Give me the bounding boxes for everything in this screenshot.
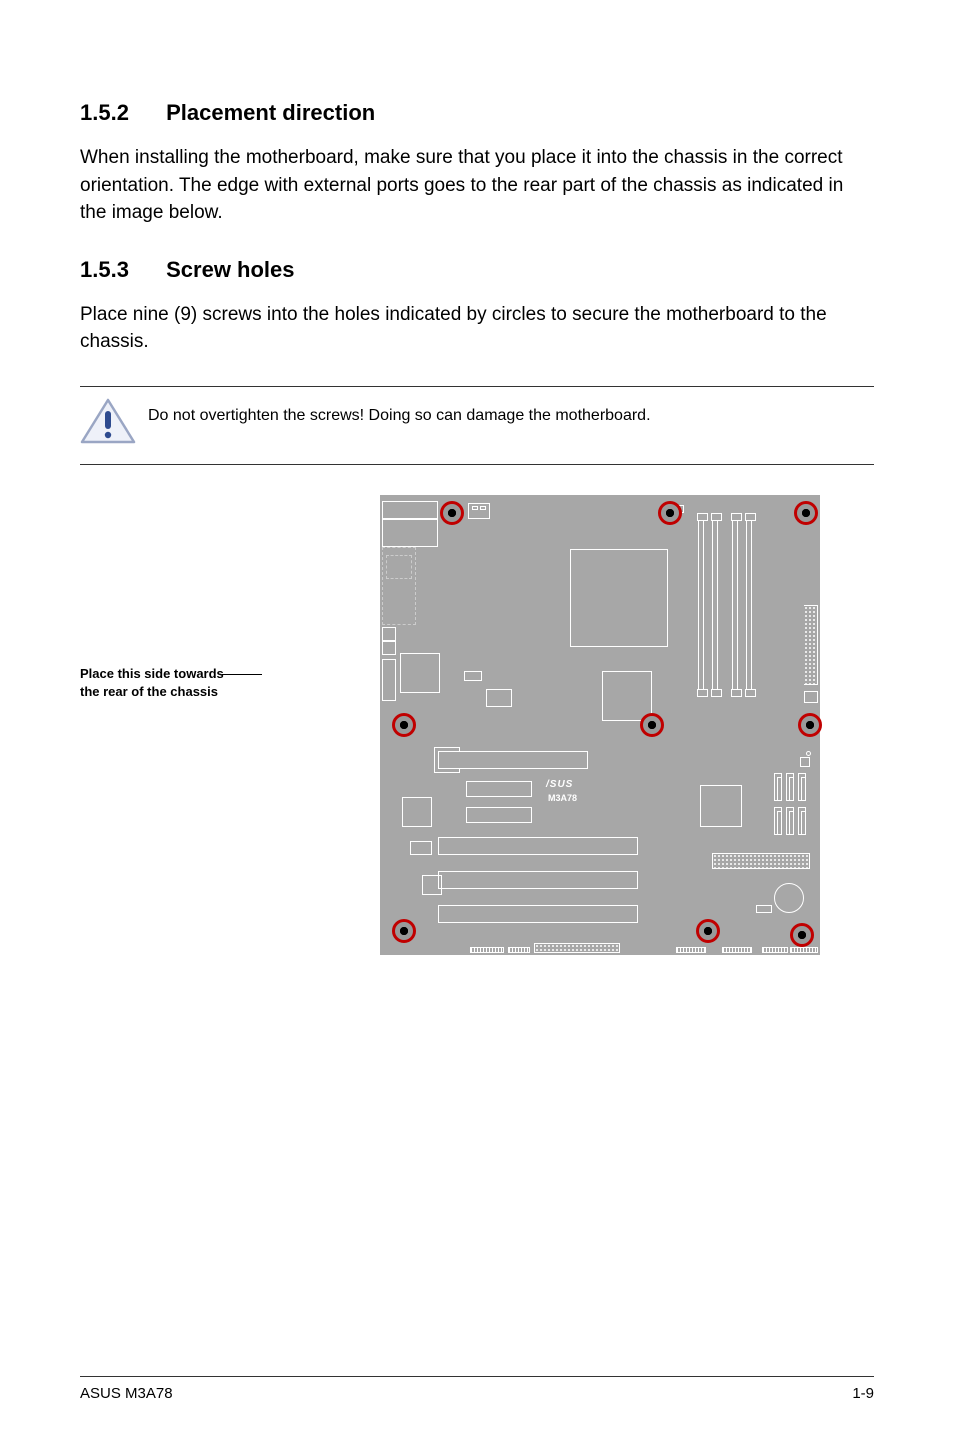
section-heading-placement: 1.5.2 Placement direction: [80, 100, 874, 126]
expansion-slot: [438, 751, 588, 769]
brand-text: /SUS: [546, 779, 573, 790]
chipset: [602, 671, 652, 721]
front-panel-header: [676, 947, 706, 953]
screw-hole-marker: [440, 501, 464, 525]
screw-hole-marker: [392, 713, 416, 737]
section-title: Placement direction: [166, 100, 375, 125]
small-connector: [480, 506, 486, 510]
dimm-slot: [712, 515, 718, 695]
io-port: [382, 627, 396, 641]
dimm-slot: [746, 515, 752, 695]
section-heading-screwholes: 1.5.3 Screw holes: [80, 257, 874, 283]
motherboard-diagram: Place this side towards the rear of the …: [80, 495, 874, 955]
sata-connector: [786, 807, 794, 835]
dimm-slot: [732, 515, 738, 695]
caution-text: Do not overtighten the screws! Doing so …: [148, 397, 651, 425]
screw-hole-marker: [658, 501, 682, 525]
screw-hole-marker: [640, 713, 664, 737]
atx-power-connector: [804, 605, 818, 685]
caution-icon: [80, 397, 136, 450]
front-panel-header: [470, 947, 504, 953]
section-number: 1.5.2: [80, 100, 160, 126]
screw-hole-marker: [798, 713, 822, 737]
small-connector: [804, 691, 818, 703]
front-panel-header: [508, 947, 530, 953]
screw-hole-marker: [794, 501, 818, 525]
small-connector: [464, 671, 482, 681]
io-port: [382, 501, 438, 519]
cpu-socket: [570, 549, 668, 647]
caption-line2: the rear of the chassis: [80, 684, 218, 699]
sata-connector: [798, 807, 806, 835]
section-title: Screw holes: [166, 257, 294, 282]
ide-connector: [712, 853, 810, 869]
jumper: [756, 905, 772, 913]
section-body-placement: When installing the motherboard, make su…: [80, 144, 874, 227]
section-body-screwholes: Place nine (9) screws into the holes ind…: [80, 301, 874, 356]
sata-connector: [774, 807, 782, 835]
diagram-caption: Place this side towards the rear of the …: [80, 495, 370, 701]
caption-line1: Place this side towards: [80, 666, 224, 681]
screw-hole-marker: [392, 919, 416, 943]
sata-connector: [774, 773, 782, 801]
standoff-hole: [806, 751, 811, 756]
caution-callout: Do not overtighten the screws! Doing so …: [80, 386, 874, 465]
expansion-slot: [466, 781, 532, 797]
section-number: 1.5.3: [80, 257, 160, 283]
footer-left: ASUS M3A78: [80, 1385, 173, 1402]
small-connector: [472, 506, 478, 510]
io-port: [382, 519, 438, 547]
cmos-battery: [774, 883, 804, 913]
expansion-slot: [438, 871, 638, 889]
chip: [422, 875, 442, 895]
sata-connector: [798, 773, 806, 801]
expansion-slot: [466, 807, 532, 823]
screw-hole-marker: [696, 919, 720, 943]
front-panel-header: [762, 947, 788, 953]
expansion-slot: [438, 905, 638, 923]
io-port: [382, 641, 396, 655]
front-panel-header: [534, 943, 620, 953]
expansion-slot: [438, 837, 638, 855]
sata-connector: [786, 773, 794, 801]
chip: [486, 689, 512, 707]
io-port-outline: [386, 555, 412, 579]
front-panel-header: [790, 947, 818, 953]
small-connector: [800, 757, 810, 767]
chip: [400, 653, 440, 693]
page-footer: ASUS M3A78 1-9: [80, 1376, 874, 1402]
motherboard-board: /SUS M3A78: [380, 495, 820, 955]
southbridge-chip: [700, 785, 742, 827]
chip: [402, 797, 432, 827]
caption-leader-line: [222, 674, 262, 675]
io-port: [382, 659, 396, 701]
footer-right: 1-9: [852, 1385, 874, 1402]
small-connector: [410, 841, 432, 855]
model-text: M3A78: [548, 793, 577, 803]
dimm-slot: [698, 515, 704, 695]
front-panel-header: [722, 947, 752, 953]
screw-hole-marker: [790, 923, 814, 947]
